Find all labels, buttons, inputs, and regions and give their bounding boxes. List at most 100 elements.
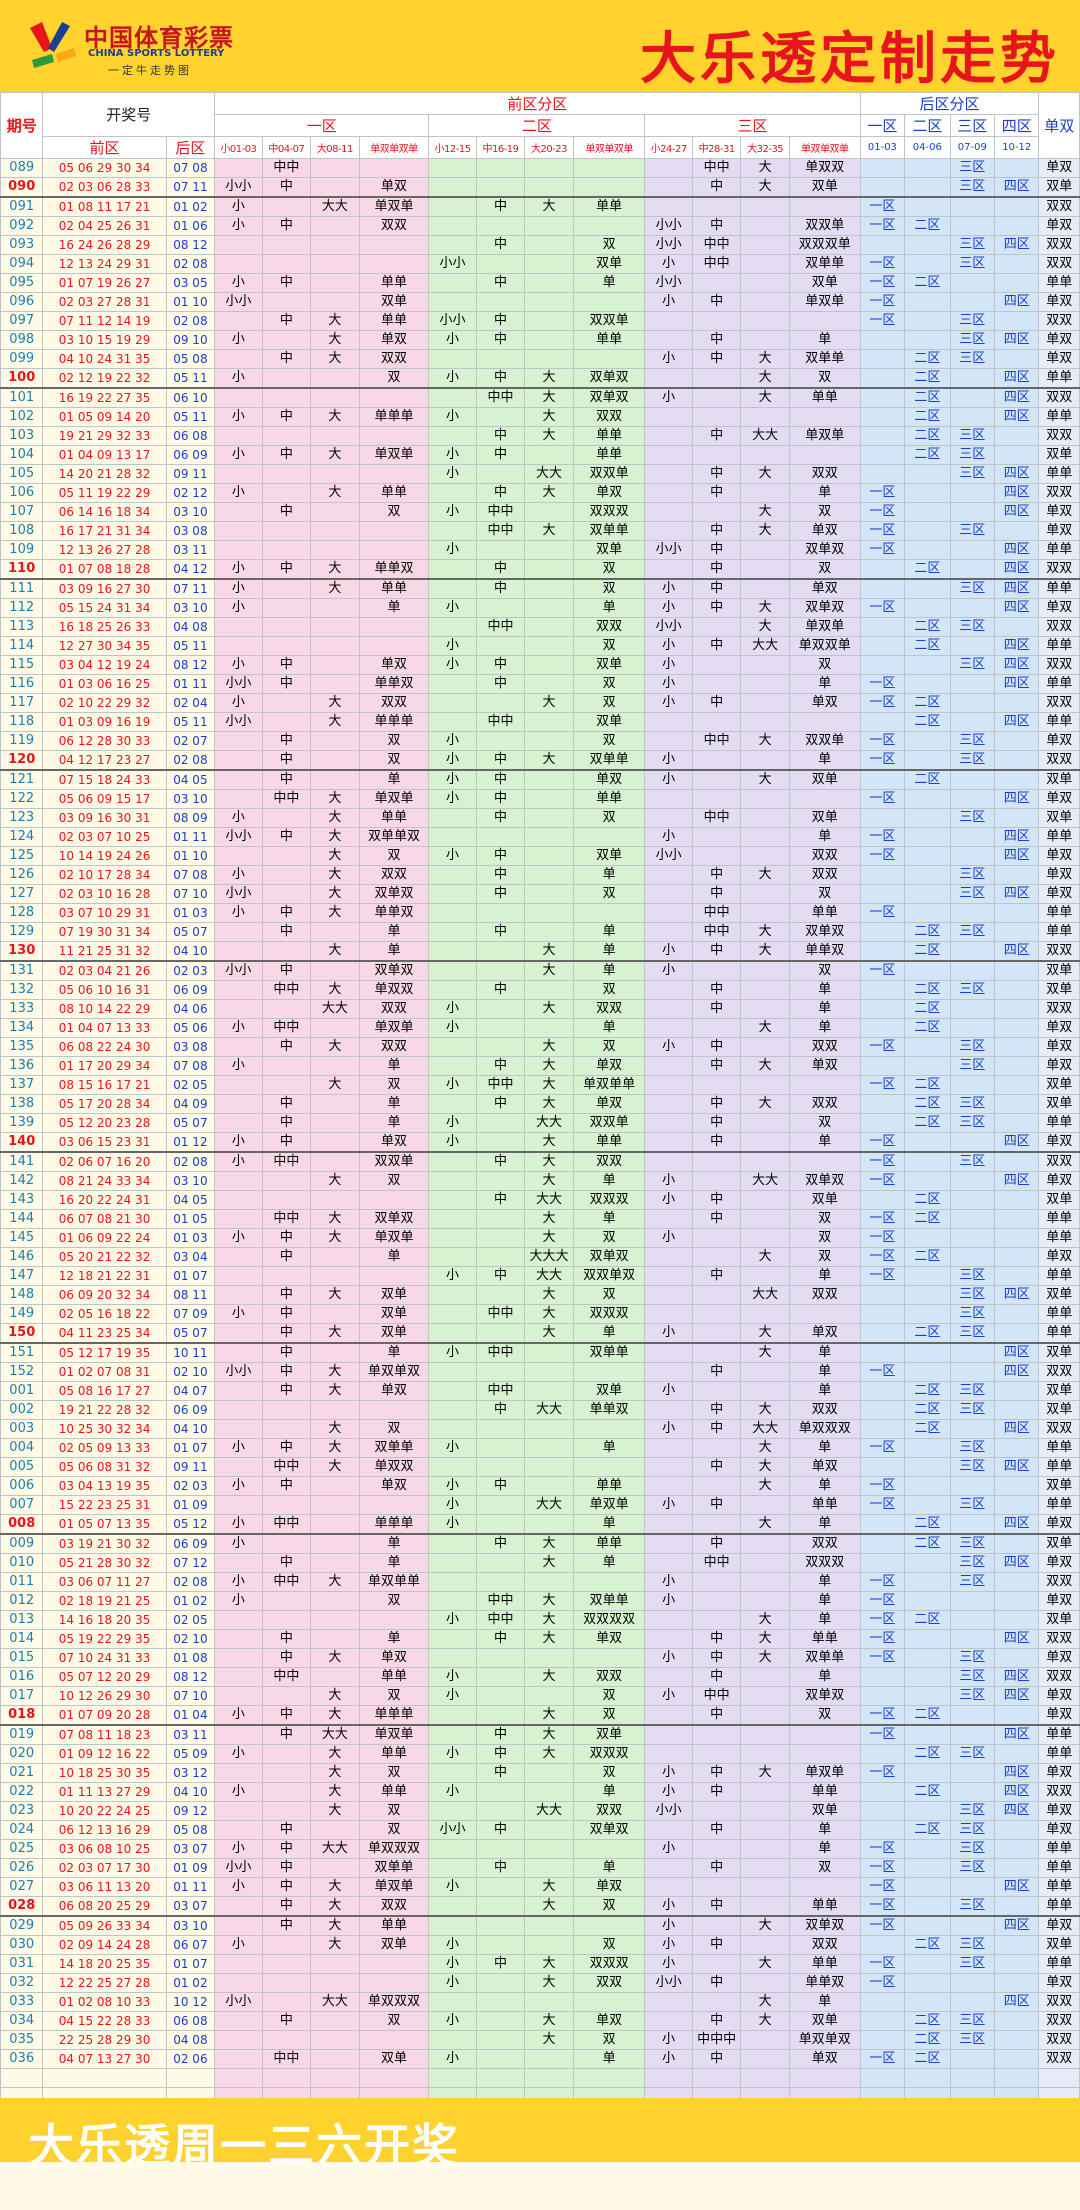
back-numbers-cell: 01 04 bbox=[165, 1705, 216, 1726]
z2-cell: 大 bbox=[524, 1151, 574, 1172]
odd-even-cell: 双双 bbox=[1038, 999, 1080, 1019]
table-row: 021 10 18 25 30 35 03 12 大双中双小中大单双单 一区 四区 单双 bbox=[0, 1763, 1080, 1783]
table-row: 146 05 20 21 22 32 03 04 中单大大大 双单双大双一区 二区 单双 bbox=[0, 1247, 1080, 1267]
z1-cell: 双双 bbox=[358, 865, 430, 885]
z2-cell bbox=[475, 2030, 526, 2050]
back-zone-cell bbox=[993, 1820, 1040, 1840]
z2-cell: 中 bbox=[475, 1190, 526, 1210]
z2-cell bbox=[524, 808, 574, 828]
z1-cell bbox=[358, 521, 430, 541]
period-cell: 011 bbox=[0, 1572, 44, 1592]
z2-cell bbox=[524, 578, 574, 599]
period-cell: 104 bbox=[0, 445, 44, 465]
z3-cell: 小小 bbox=[644, 846, 693, 866]
z2-cell: 小 bbox=[428, 464, 477, 484]
z2-cell: 大 bbox=[524, 1037, 574, 1057]
period-cell: 147 bbox=[0, 1266, 44, 1286]
z1-cell bbox=[310, 521, 360, 541]
z3-cell: 中 bbox=[691, 1648, 742, 1668]
back-zone-cell bbox=[993, 1075, 1040, 1095]
back-numbers-cell: 03 07 bbox=[165, 1896, 216, 1917]
table-row: 130 11 21 25 31 32 04 10 大单大单小中大单单双 二区 四区 双双 bbox=[0, 941, 1080, 962]
back-zone-cell bbox=[904, 789, 951, 809]
back-zone-cell: 二区 bbox=[904, 1400, 951, 1420]
z1-cell: 双单单双 bbox=[358, 827, 430, 847]
period-cell: 015 bbox=[0, 1648, 44, 1668]
back-zone-cell: 一区 bbox=[859, 1171, 906, 1191]
z3-cell: 大 bbox=[740, 731, 790, 751]
z1-cell bbox=[261, 1419, 312, 1439]
z3-cell: 大 bbox=[740, 1457, 790, 1477]
front-numbers-cell: 12 13 24 29 31 bbox=[42, 254, 167, 274]
z1-cell: 大 bbox=[310, 884, 360, 904]
z2-cell: 大 bbox=[524, 1285, 574, 1305]
z2-cell: 单 bbox=[572, 1171, 646, 1191]
back-zone-cell bbox=[859, 1744, 906, 1764]
z3-cell: 大 bbox=[740, 368, 790, 389]
period-cell: 100 bbox=[0, 368, 44, 389]
front-numbers-cell: 02 06 07 16 20 bbox=[42, 1151, 167, 1172]
z2-cell: 中 bbox=[475, 235, 526, 255]
table-row: 144 06 07 08 21 30 01 05 中中大双单双大单中双一区 二区 单单 bbox=[0, 1209, 1080, 1229]
odd-even-cell: 双双 bbox=[1038, 693, 1080, 713]
period-cell: 136 bbox=[0, 1056, 44, 1076]
z3-cell: 双双 bbox=[788, 464, 861, 484]
z2-cell: 中 bbox=[475, 980, 526, 1000]
z1-cell: 双单 bbox=[358, 1304, 430, 1324]
back-numbers-cell: 07 10 bbox=[165, 1686, 216, 1706]
odd-even-cell: 双单 bbox=[1038, 1533, 1080, 1554]
z2-cell bbox=[524, 311, 574, 331]
z3-cell: 小 bbox=[644, 2030, 693, 2050]
z1-cell: 大 bbox=[310, 1877, 360, 1897]
z2-cell bbox=[475, 1553, 526, 1573]
period-cell: 003 bbox=[0, 1419, 44, 1439]
z1-cell bbox=[261, 254, 312, 274]
z3-cell: 双 bbox=[788, 559, 861, 580]
z1-cell: 双单双 bbox=[358, 884, 430, 904]
z1-cell: 中 bbox=[261, 903, 312, 923]
z2-cell: 中 bbox=[475, 426, 526, 446]
z1-cell bbox=[214, 502, 263, 522]
back-zone-cell bbox=[949, 960, 996, 981]
z1-cell: 小 bbox=[214, 1151, 263, 1172]
back-zone-cell: 二区 bbox=[904, 1820, 951, 1840]
back-zone-cell: 三区 bbox=[949, 1037, 996, 1057]
odd-even-cell: 单双 bbox=[1038, 330, 1080, 350]
back-zone-cell bbox=[993, 1533, 1040, 1554]
z2-cell: 大 bbox=[524, 1075, 574, 1095]
z2-cell: 大 bbox=[524, 1094, 574, 1114]
z1-cell bbox=[261, 1992, 312, 2012]
back-zone-cell: 四区 bbox=[993, 559, 1040, 580]
z2-cell: 小 bbox=[428, 407, 477, 427]
z1-cell bbox=[358, 387, 430, 408]
z2-cell bbox=[524, 1381, 574, 1401]
z3-cell bbox=[740, 578, 790, 599]
z1-cell bbox=[214, 1629, 263, 1649]
z2-cell bbox=[428, 235, 477, 255]
z1-cell: 单双 bbox=[358, 177, 430, 198]
col-bz1-range: 01-03 bbox=[859, 136, 906, 159]
odd-even-cell: 单双 bbox=[1038, 1247, 1080, 1267]
z3-cell bbox=[740, 1801, 790, 1821]
back-zone-cell bbox=[949, 1342, 996, 1363]
z3-cell: 大 bbox=[740, 1438, 790, 1458]
table-row: 106 05 11 19 22 29 02 12 小大单单中大单双中单一区 四区 双双 bbox=[0, 483, 1080, 503]
period-cell: 125 bbox=[0, 846, 44, 866]
z2-cell bbox=[524, 158, 574, 178]
period-cell: 009 bbox=[0, 1533, 44, 1554]
z1-cell: 大 bbox=[310, 1782, 360, 1802]
z2-cell: 大大 bbox=[524, 1266, 574, 1286]
z3-cell: 双单双 bbox=[788, 1686, 861, 1706]
back-zone-cell: 一区 bbox=[859, 674, 906, 694]
odd-even-cell: 单单 bbox=[1038, 674, 1080, 694]
z2-cell: 大 bbox=[524, 1171, 574, 1191]
blank-cell bbox=[214, 2068, 263, 2088]
table-row: 102 01 05 09 14 20 05 11 小中大单单单小大双双 二区 四区 单单 bbox=[0, 407, 1080, 427]
z2-cell bbox=[524, 540, 574, 560]
back-zone-cell bbox=[904, 254, 951, 274]
z3-cell: 双 bbox=[788, 1113, 861, 1133]
z3-cell: 中 bbox=[691, 1362, 742, 1382]
z3-cell bbox=[644, 1610, 693, 1630]
odd-even-cell: 单单 bbox=[1038, 1457, 1080, 1477]
z3-cell: 大大 bbox=[740, 426, 790, 446]
